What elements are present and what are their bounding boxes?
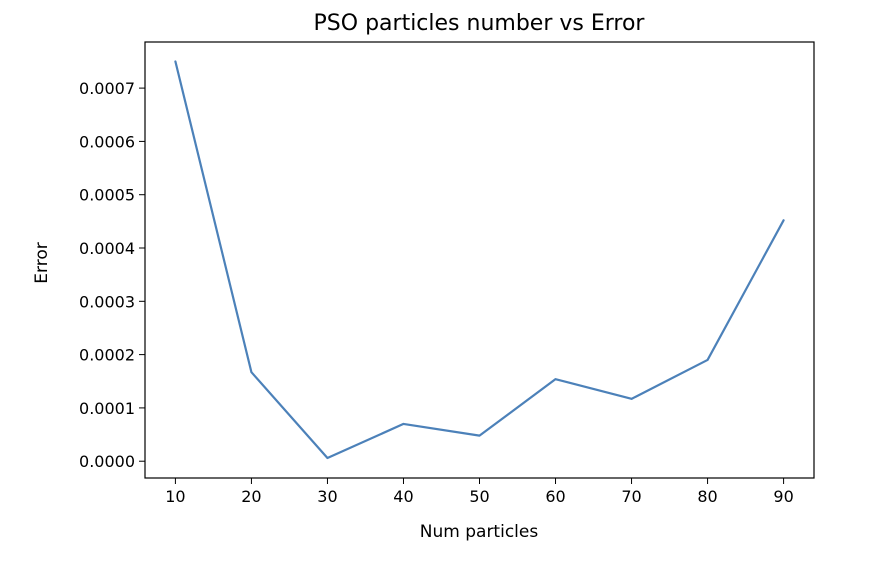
x-tick-label: 40 <box>393 487 413 506</box>
x-tick-label: 20 <box>241 487 261 506</box>
x-tick-label: 90 <box>773 487 793 506</box>
y-tick-label: 0.0002 <box>79 346 135 365</box>
x-tick-label: 70 <box>621 487 641 506</box>
y-tick-label: 0.0006 <box>79 132 135 151</box>
y-axis-label: Error <box>32 242 52 283</box>
y-tick-label: 0.0005 <box>79 186 135 205</box>
x-tick-label: 10 <box>165 487 185 506</box>
y-tick-label: 0.0001 <box>79 399 135 418</box>
plot-frame <box>144 41 815 479</box>
y-tick-label: 0.0003 <box>79 292 135 311</box>
x-axis-label: Num particles <box>420 522 539 542</box>
y-tick-label: 0.0000 <box>79 452 135 471</box>
series-line <box>174 60 785 460</box>
y-tick-label: 0.0004 <box>79 239 135 258</box>
plot-series <box>174 60 785 460</box>
y-axis: 0.0000 0.0001 0.0002 0.0003 0.0004 0.0005 0.00… <box>79 79 145 471</box>
x-tick-label: 60 <box>545 487 565 506</box>
x-tick-label: 50 <box>469 487 489 506</box>
x-tick-label: 30 <box>317 487 337 506</box>
y-tick-label: 0.0007 <box>79 79 135 98</box>
chart-title: PSO particles number vs Error <box>314 11 646 36</box>
x-axis: 10 20 30 40 50 60 70 80 90 <box>165 478 794 506</box>
x-tick-label: 80 <box>697 487 717 506</box>
